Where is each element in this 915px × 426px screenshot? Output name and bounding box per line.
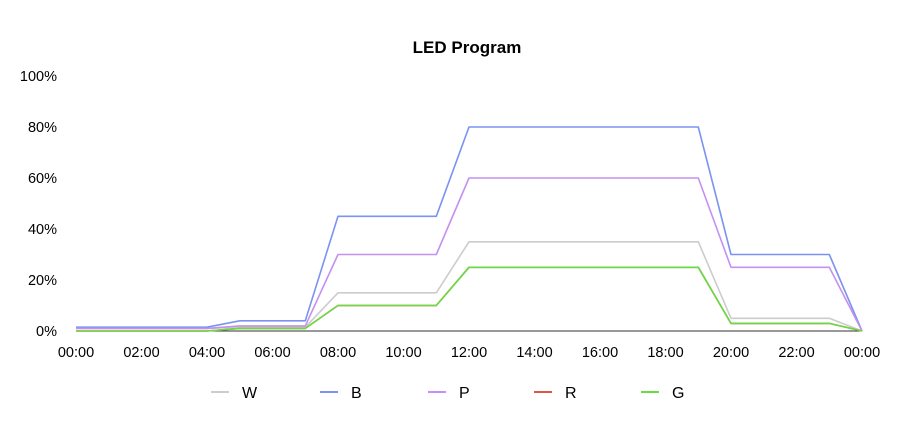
- legend-item-b[interactable]: B: [320, 385, 362, 402]
- legend-item-p[interactable]: P: [428, 385, 470, 402]
- chart-title: LED Program: [413, 38, 522, 57]
- x-tick-label: 20:00: [713, 345, 749, 361]
- x-tick-label: 00:00: [844, 345, 880, 361]
- y-tick-label: 100%: [20, 69, 57, 85]
- x-tick-label: 00:00: [58, 345, 94, 361]
- x-tick-label: 12:00: [451, 345, 487, 361]
- x-tick-label: 06:00: [254, 345, 290, 361]
- x-tick-label: 16:00: [582, 345, 618, 361]
- y-tick-label: 60%: [28, 171, 57, 187]
- x-tick-label: 08:00: [320, 345, 356, 361]
- y-axis: 0% 20% 40% 60% 80% 100%: [20, 69, 57, 340]
- series-line-g: [76, 266, 863, 332]
- x-tick-label: 22:00: [778, 345, 814, 361]
- legend-item-g[interactable]: G: [641, 385, 684, 402]
- x-tick-label: 18:00: [647, 345, 683, 361]
- x-tick-label: 04:00: [189, 345, 225, 361]
- legend-label: G: [672, 385, 684, 402]
- series-line-r: [76, 266, 863, 332]
- y-tick-label: 20%: [28, 273, 57, 289]
- x-tick-label: 14:00: [516, 345, 552, 361]
- series-line-p: [76, 177, 863, 332]
- legend-label: P: [459, 385, 470, 402]
- legend-label: B: [351, 385, 362, 402]
- series-line-b: [76, 126, 863, 332]
- y-tick-label: 40%: [28, 222, 57, 238]
- x-tick-label: 10:00: [385, 345, 421, 361]
- x-axis: 00:00 02:00 04:00 06:00 08:00 10:00 12:00 14:00…: [58, 345, 880, 361]
- legend-item-r[interactable]: R: [534, 385, 577, 402]
- y-tick-label: 80%: [28, 120, 57, 136]
- y-tick-label: 0%: [36, 324, 57, 340]
- legend-item-w[interactable]: W: [211, 385, 258, 402]
- series-line-w: [76, 241, 863, 332]
- legend-label: W: [242, 385, 258, 402]
- legend-label: R: [565, 385, 577, 402]
- series-lines: [76, 126, 863, 332]
- x-tick-label: 02:00: [123, 345, 159, 361]
